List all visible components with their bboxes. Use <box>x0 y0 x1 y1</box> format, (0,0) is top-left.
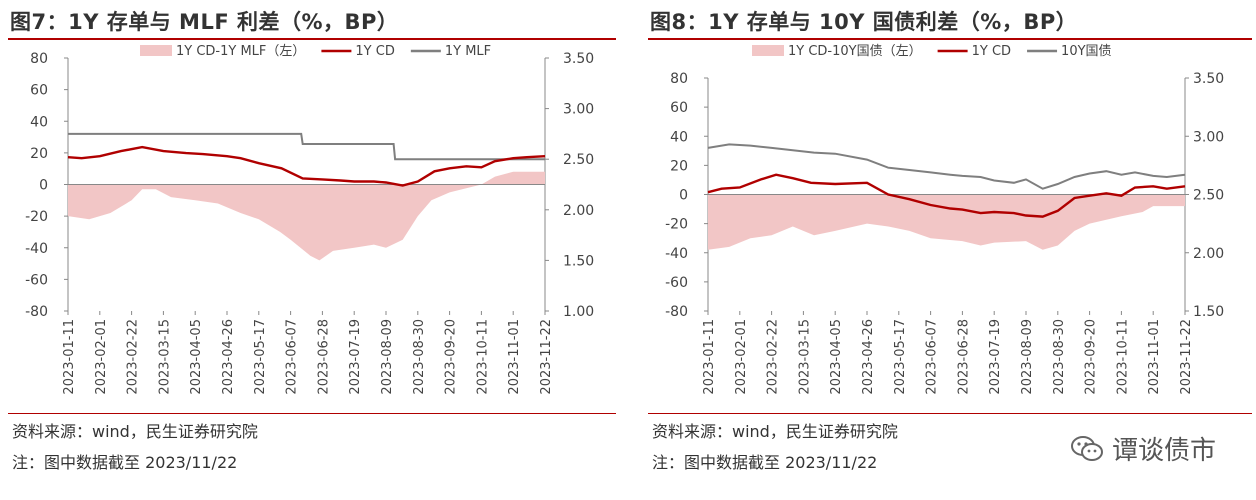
x-tick-label: 2023-06-07 <box>925 319 940 395</box>
left-tick-label: -20 <box>25 209 48 225</box>
right-tick-label: 1.50 <box>1193 304 1224 320</box>
x-tick-label: 2023-04-05 <box>829 319 844 395</box>
x-tick-label: 2023-09-20 <box>1084 319 1099 395</box>
left-tick-label: -80 <box>665 304 688 320</box>
x-tick-label: 2023-09-20 <box>444 319 459 395</box>
x-tick-label: 2023-07-19 <box>348 319 363 395</box>
right-tick-label: 3.00 <box>563 102 594 118</box>
series-cd-line <box>67 145 546 187</box>
right-tick-label: 3.50 <box>1193 71 1224 87</box>
watermark-text: 谭谈债市 <box>1111 436 1216 466</box>
source-text-right: 资料来源：wind，民生证券研究院 <box>652 422 898 441</box>
x-tick-label: 2023-04-05 <box>189 319 204 395</box>
watermark: 谭谈债市 <box>1070 430 1216 467</box>
series-spread-area <box>708 194 1185 250</box>
x-tick-label: 2023-08-09 <box>380 319 395 395</box>
x-tick-label: 2023-02-22 <box>766 319 781 395</box>
left-tick-label: 20 <box>30 146 48 162</box>
left-tick-label: 0 <box>679 188 688 204</box>
x-tick-label: 2023-02-01 <box>94 319 109 395</box>
left-tick-label: 80 <box>30 51 48 67</box>
x-tick-label: 2023-06-28 <box>956 319 971 395</box>
x-tick-label: 2023-08-30 <box>1052 319 1067 395</box>
title-divider-left <box>8 38 616 40</box>
left-tick-label: 60 <box>670 100 688 116</box>
x-tick-label: 2023-02-22 <box>126 319 141 395</box>
x-tick-label: 2023-11-22 <box>1179 319 1194 395</box>
left-tick-label: 20 <box>670 158 688 174</box>
left-tick-label: -60 <box>25 272 48 288</box>
left-tick-label: 0 <box>39 178 48 194</box>
legend-label-spread: 1Y CD-1Y MLF（左） <box>176 44 305 59</box>
left-tick-label: -40 <box>25 241 48 257</box>
title-divider-right <box>648 38 1252 40</box>
right-tick-label: 2.50 <box>563 152 594 168</box>
left-tick-label: 80 <box>670 71 688 87</box>
left-tick-label: 40 <box>30 114 48 130</box>
x-tick-label: 2023-02-01 <box>734 319 749 395</box>
note-text-right: 注：图中数据截至 2023/11/22 <box>652 453 878 472</box>
x-tick-label: 2023-05-17 <box>893 319 908 395</box>
left-tick-label: -60 <box>665 275 688 291</box>
right-tick-label: 3.50 <box>563 51 594 67</box>
source-divider-left <box>8 413 616 414</box>
x-tick-label: 2023-10-11 <box>475 319 490 395</box>
right-tick-label: 2.00 <box>1193 246 1224 262</box>
x-tick-label: 2023-01-11 <box>702 319 717 395</box>
x-tick-label: 2023-07-19 <box>988 319 1003 395</box>
wechat-icon <box>1070 435 1103 461</box>
left-tick-label: -20 <box>665 217 688 233</box>
left-tick-label: -40 <box>665 246 688 262</box>
right-tick-label: 1.00 <box>563 304 594 320</box>
series-other-line <box>707 143 1186 190</box>
x-tick-label: 2023-11-01 <box>507 319 522 395</box>
x-tick-label: 2023-11-01 <box>1147 319 1162 395</box>
x-tick-label: 2023-10-11 <box>1115 319 1130 395</box>
chart-title-left: 图7：1Y 存单与 MLF 利差（%，BP） <box>10 10 399 34</box>
right-tick-label: 2.00 <box>563 203 594 219</box>
legend-label-other: 1Y MLF <box>445 44 491 59</box>
series-cd-line <box>707 173 1186 218</box>
x-tick-label: 2023-03-15 <box>797 319 812 395</box>
legend-label-cd: 1Y CD <box>972 44 1011 59</box>
chart-svg-left: -80 -60 -40 -20 0 20 40 60 80 1.00 1.50 2.00 2.50 3.0… <box>25 44 594 395</box>
x-tick-label: 2023-04-26 <box>861 319 876 395</box>
left-tick-label: -80 <box>25 304 48 320</box>
series-spread-area <box>68 171 545 261</box>
source-text-left: 资料来源：wind，民生证券研究院 <box>12 422 258 441</box>
series-other-line <box>68 132 545 161</box>
chart-panel-right: 图8：1Y 存单与 10Y 国债利差（%，BP） -80 -60 -40 -20 0 20… <box>640 0 1256 500</box>
chart-svg-right: -80 -60 -40 -20 0 20 40 60 80 1.50 2.00 2.50 3.00 3.5… <box>665 44 1224 395</box>
legend-label-spread: 1Y CD-10Y国债（左） <box>788 44 922 59</box>
right-tick-label: 2.50 <box>1193 188 1224 204</box>
x-tick-label: 2023-05-17 <box>253 319 268 395</box>
legend-swatch-spread <box>140 45 172 56</box>
left-tick-label: 40 <box>670 129 688 145</box>
x-tick-label: 2023-01-11 <box>62 319 77 395</box>
x-tick-label: 2023-11-22 <box>539 319 554 395</box>
x-tick-label: 2023-06-28 <box>316 319 331 395</box>
right-tick-label: 1.50 <box>563 253 594 269</box>
left-tick-label: 60 <box>30 83 48 99</box>
legend-label-other: 10Y国债 <box>1061 44 1111 59</box>
chart-title-right: 图8：1Y 存单与 10Y 国债利差（%，BP） <box>650 10 1078 34</box>
x-tick-label: 2023-03-15 <box>157 319 172 395</box>
x-tick-label: 2023-08-09 <box>1020 319 1035 395</box>
note-text-left: 注：图中数据截至 2023/11/22 <box>12 453 238 472</box>
legend-label-cd: 1Y CD <box>355 44 394 59</box>
legend-swatch-spread <box>752 45 784 56</box>
right-tick-label: 3.00 <box>1193 129 1224 145</box>
x-tick-label: 2023-04-26 <box>221 319 236 395</box>
source-divider-right <box>648 413 1252 414</box>
x-tick-label: 2023-08-30 <box>412 319 427 395</box>
x-tick-label: 2023-06-07 <box>285 319 300 395</box>
chart-panel-left: 图7：1Y 存单与 MLF 利差（%，BP） -80 -60 -40 -20 0 20 40… <box>0 0 620 500</box>
